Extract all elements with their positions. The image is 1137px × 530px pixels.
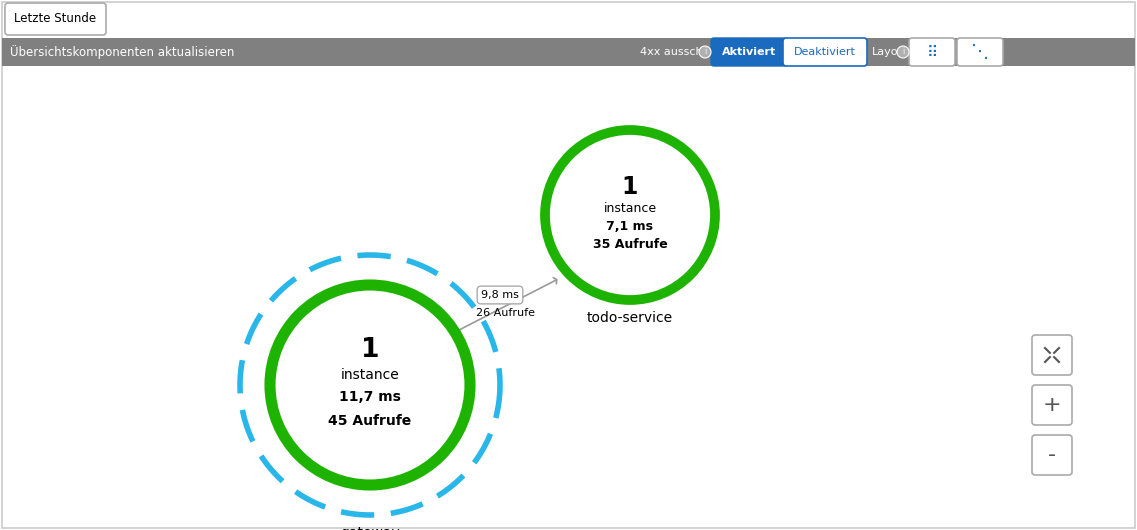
Text: 1: 1 — [622, 175, 638, 199]
Text: 45 Aufrufe: 45 Aufrufe — [329, 414, 412, 428]
Circle shape — [699, 46, 711, 58]
Text: gateway: gateway — [340, 526, 400, 530]
FancyBboxPatch shape — [1032, 335, 1072, 375]
Text: Letzte Stunde: Letzte Stunde — [15, 13, 97, 25]
Text: +: + — [1043, 395, 1061, 415]
Text: 9,8 ms: 9,8 ms — [481, 290, 518, 300]
Text: Übersichtskomponenten aktualisieren: Übersichtskomponenten aktualisieren — [10, 45, 234, 59]
Text: i: i — [704, 48, 706, 57]
Text: todo-service: todo-service — [587, 311, 673, 325]
FancyBboxPatch shape — [1032, 435, 1072, 475]
FancyBboxPatch shape — [5, 3, 106, 35]
Text: 7,1 ms: 7,1 ms — [606, 220, 654, 234]
FancyBboxPatch shape — [957, 38, 1003, 66]
Text: 11,7 ms: 11,7 ms — [339, 390, 401, 404]
Text: ⋱: ⋱ — [971, 43, 989, 61]
Text: 26 Aufrufe: 26 Aufrufe — [475, 308, 534, 318]
Text: Deaktiviert: Deaktiviert — [794, 47, 856, 57]
Text: instance: instance — [341, 368, 399, 382]
Circle shape — [897, 46, 908, 58]
FancyBboxPatch shape — [783, 38, 868, 66]
Text: instance: instance — [604, 201, 656, 215]
Text: 1: 1 — [360, 337, 380, 363]
Circle shape — [269, 285, 470, 485]
Text: Aktiviert: Aktiviert — [722, 47, 777, 57]
FancyBboxPatch shape — [908, 38, 955, 66]
Text: 35 Aufrufe: 35 Aufrufe — [592, 238, 667, 252]
Text: i: i — [902, 48, 904, 57]
Text: Layout:: Layout: — [872, 47, 914, 57]
FancyBboxPatch shape — [711, 38, 787, 66]
Text: 4xx ausschließen: 4xx ausschließen — [640, 47, 737, 57]
Circle shape — [545, 130, 715, 300]
FancyBboxPatch shape — [1032, 385, 1072, 425]
Text: -: - — [1048, 445, 1056, 465]
FancyBboxPatch shape — [2, 38, 1135, 66]
Text: ⠿: ⠿ — [927, 45, 938, 59]
